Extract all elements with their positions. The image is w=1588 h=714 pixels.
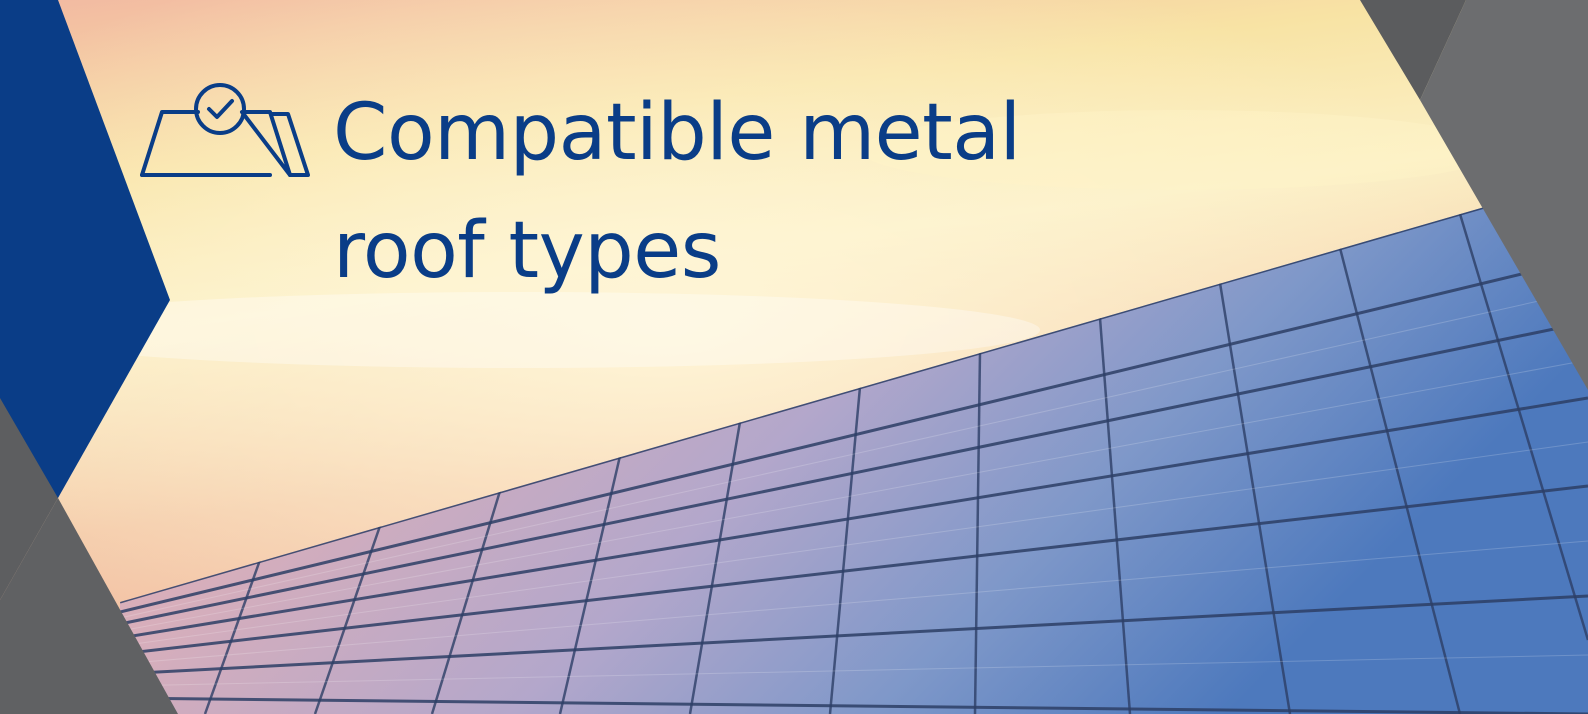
banner: Compatible metal roof types: [0, 0, 1588, 714]
solar-panel-background-image: [0, 0, 1588, 714]
